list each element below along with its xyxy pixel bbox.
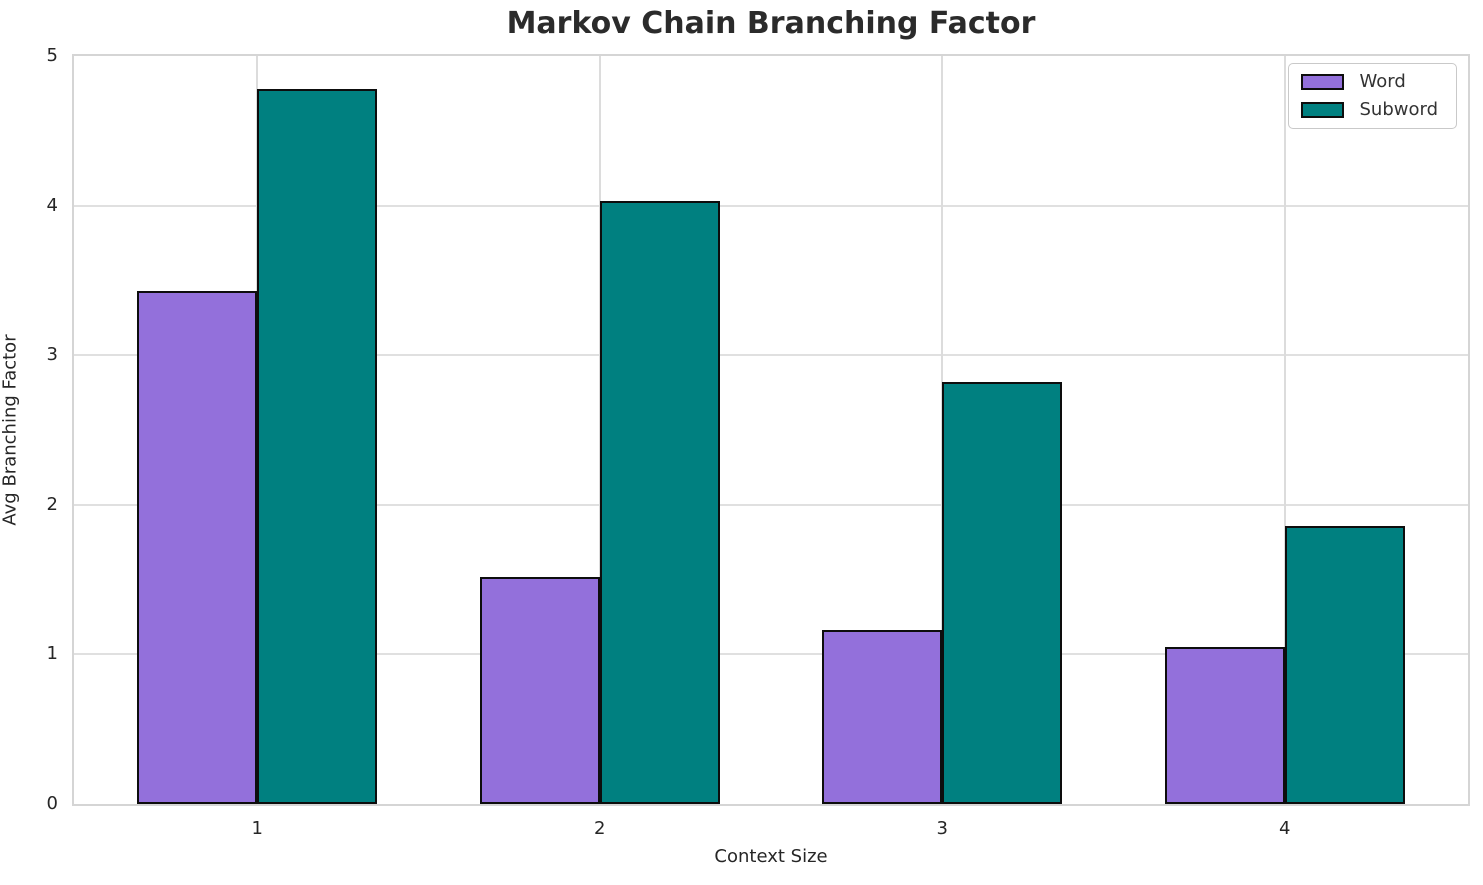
bar-subword-context-3 [942, 382, 1063, 804]
legend-label: Word [1359, 71, 1406, 92]
y-tick-label: 1 [46, 643, 58, 665]
bar-word-context-4 [1164, 646, 1285, 804]
legend: Word Subword [1288, 63, 1457, 129]
legend-item-word: Word [1301, 73, 1438, 91]
legend-swatch-subword [1301, 102, 1345, 118]
legend-label: Subword [1359, 99, 1438, 120]
horizontal-gridline [74, 653, 1468, 656]
bar-subword-context-2 [599, 201, 720, 804]
plot-area [72, 54, 1470, 806]
vertical-gridline [1283, 56, 1286, 804]
y-tick-label: 3 [46, 344, 58, 366]
y-tick-label: 2 [46, 493, 58, 515]
bar-subword-context-4 [1284, 525, 1405, 804]
legend-item-subword: Subword [1301, 101, 1438, 119]
bar-word-context-3 [822, 630, 943, 804]
bar-word-context-2 [479, 576, 600, 804]
x-tick-label: 1 [251, 818, 263, 839]
horizontal-gridline [74, 503, 1468, 506]
x-tick-label: 2 [594, 818, 606, 839]
y-tick-label: 5 [46, 45, 58, 66]
x-tick-label: 3 [936, 818, 948, 839]
y-tick-label: 0 [46, 793, 58, 814]
x-tick-label: 4 [1279, 818, 1291, 839]
y-tick-label: 4 [46, 194, 58, 216]
bar-subword-context-1 [257, 88, 378, 804]
horizontal-gridline [74, 354, 1468, 357]
bar-word-context-1 [137, 290, 258, 804]
legend-swatch-word [1301, 74, 1345, 90]
x-axis-label: Context Size [714, 846, 828, 867]
horizontal-gridline [74, 204, 1468, 207]
chart-title: Markov Chain Branching Factor [506, 6, 1036, 41]
